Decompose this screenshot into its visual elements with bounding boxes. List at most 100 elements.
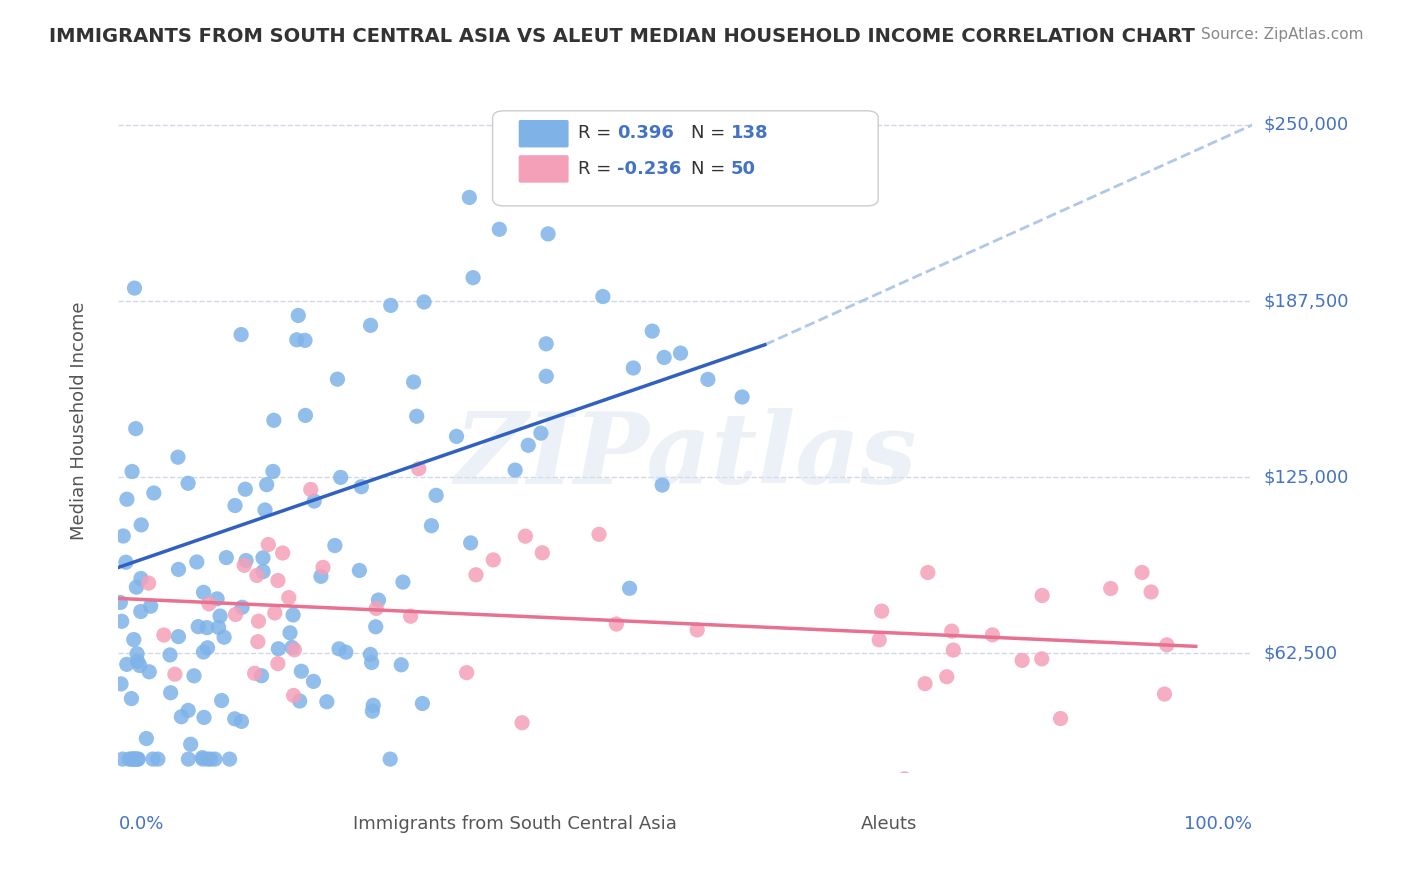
Point <box>139 599 162 614</box>
Point <box>399 609 422 624</box>
Point <box>204 752 226 766</box>
Point <box>127 752 149 766</box>
Point <box>112 529 135 543</box>
Point <box>605 617 627 632</box>
Point <box>315 695 337 709</box>
Point <box>111 615 134 629</box>
Point <box>121 752 143 766</box>
Point <box>326 372 349 386</box>
Point <box>127 752 149 766</box>
Text: $187,500: $187,500 <box>1264 292 1350 310</box>
Point <box>619 582 641 596</box>
Point <box>537 227 560 241</box>
Point <box>212 630 235 644</box>
Point <box>231 600 253 615</box>
Point <box>302 494 325 508</box>
Point <box>205 591 228 606</box>
Point <box>287 309 309 323</box>
Point <box>233 558 256 573</box>
FancyBboxPatch shape <box>519 120 568 147</box>
Point <box>350 480 373 494</box>
Point <box>135 731 157 746</box>
Point <box>361 698 384 713</box>
Point <box>361 704 384 718</box>
Point <box>288 694 311 708</box>
Point <box>193 585 215 599</box>
Point <box>669 346 692 360</box>
Point <box>262 464 284 478</box>
Point <box>225 607 247 622</box>
Point <box>129 517 152 532</box>
Point <box>121 465 143 479</box>
Text: R =: R = <box>578 124 617 143</box>
Point <box>458 190 481 204</box>
Point <box>267 641 290 656</box>
Point <box>446 429 468 443</box>
Point <box>1049 712 1071 726</box>
Point <box>170 710 193 724</box>
Point <box>115 657 138 672</box>
Point <box>167 630 190 644</box>
Point <box>510 715 533 730</box>
Point <box>731 390 754 404</box>
Point <box>460 536 482 550</box>
Text: 0.0%: 0.0% <box>118 815 163 833</box>
Point <box>461 270 484 285</box>
Point <box>349 564 371 578</box>
Point <box>592 289 614 303</box>
Point <box>129 572 152 586</box>
Point <box>531 546 554 560</box>
Point <box>235 553 257 567</box>
Point <box>243 666 266 681</box>
Point <box>197 640 219 655</box>
Point <box>191 750 214 764</box>
Text: N =: N = <box>692 160 731 178</box>
Point <box>177 752 200 766</box>
Text: -0.236: -0.236 <box>617 160 682 178</box>
Point <box>935 670 957 684</box>
Text: 50: 50 <box>731 160 756 178</box>
Point <box>118 752 141 766</box>
Point <box>893 772 915 786</box>
Point <box>914 676 936 690</box>
Point <box>290 665 312 679</box>
Point <box>115 492 138 507</box>
Point <box>366 601 388 615</box>
Point <box>215 550 238 565</box>
Point <box>515 529 537 543</box>
Point <box>122 632 145 647</box>
Point <box>1099 582 1122 596</box>
Point <box>281 640 304 655</box>
Point <box>360 318 382 333</box>
Point <box>146 752 169 766</box>
Point <box>142 486 165 500</box>
Point <box>128 658 150 673</box>
Text: $62,500: $62,500 <box>1264 644 1339 663</box>
Point <box>283 689 305 703</box>
Text: R =: R = <box>578 160 617 178</box>
Point <box>1011 653 1033 667</box>
Point <box>917 566 939 580</box>
Point <box>686 623 709 637</box>
Point <box>517 438 540 452</box>
Text: IMMIGRANTS FROM SOUTH CENTRAL ASIA VS ALEUT MEDIAN HOUSEHOLD INCOME CORRELATION : IMMIGRANTS FROM SOUTH CENTRAL ASIA VS AL… <box>49 27 1195 45</box>
Point <box>1031 589 1053 603</box>
Point <box>224 712 246 726</box>
Text: Median Household Income: Median Household Income <box>70 301 87 540</box>
Point <box>180 737 202 751</box>
Point <box>207 620 229 634</box>
Point <box>294 334 316 348</box>
Point <box>159 686 181 700</box>
Point <box>124 752 146 766</box>
Point <box>125 422 148 436</box>
Point <box>367 593 389 607</box>
Point <box>277 591 299 605</box>
Point <box>285 333 308 347</box>
Point <box>197 752 219 766</box>
Point <box>731 152 754 166</box>
Point <box>271 546 294 560</box>
Point <box>138 576 160 591</box>
Point <box>364 620 387 634</box>
Text: ZIPatlas: ZIPatlas <box>454 408 917 504</box>
Point <box>302 674 325 689</box>
